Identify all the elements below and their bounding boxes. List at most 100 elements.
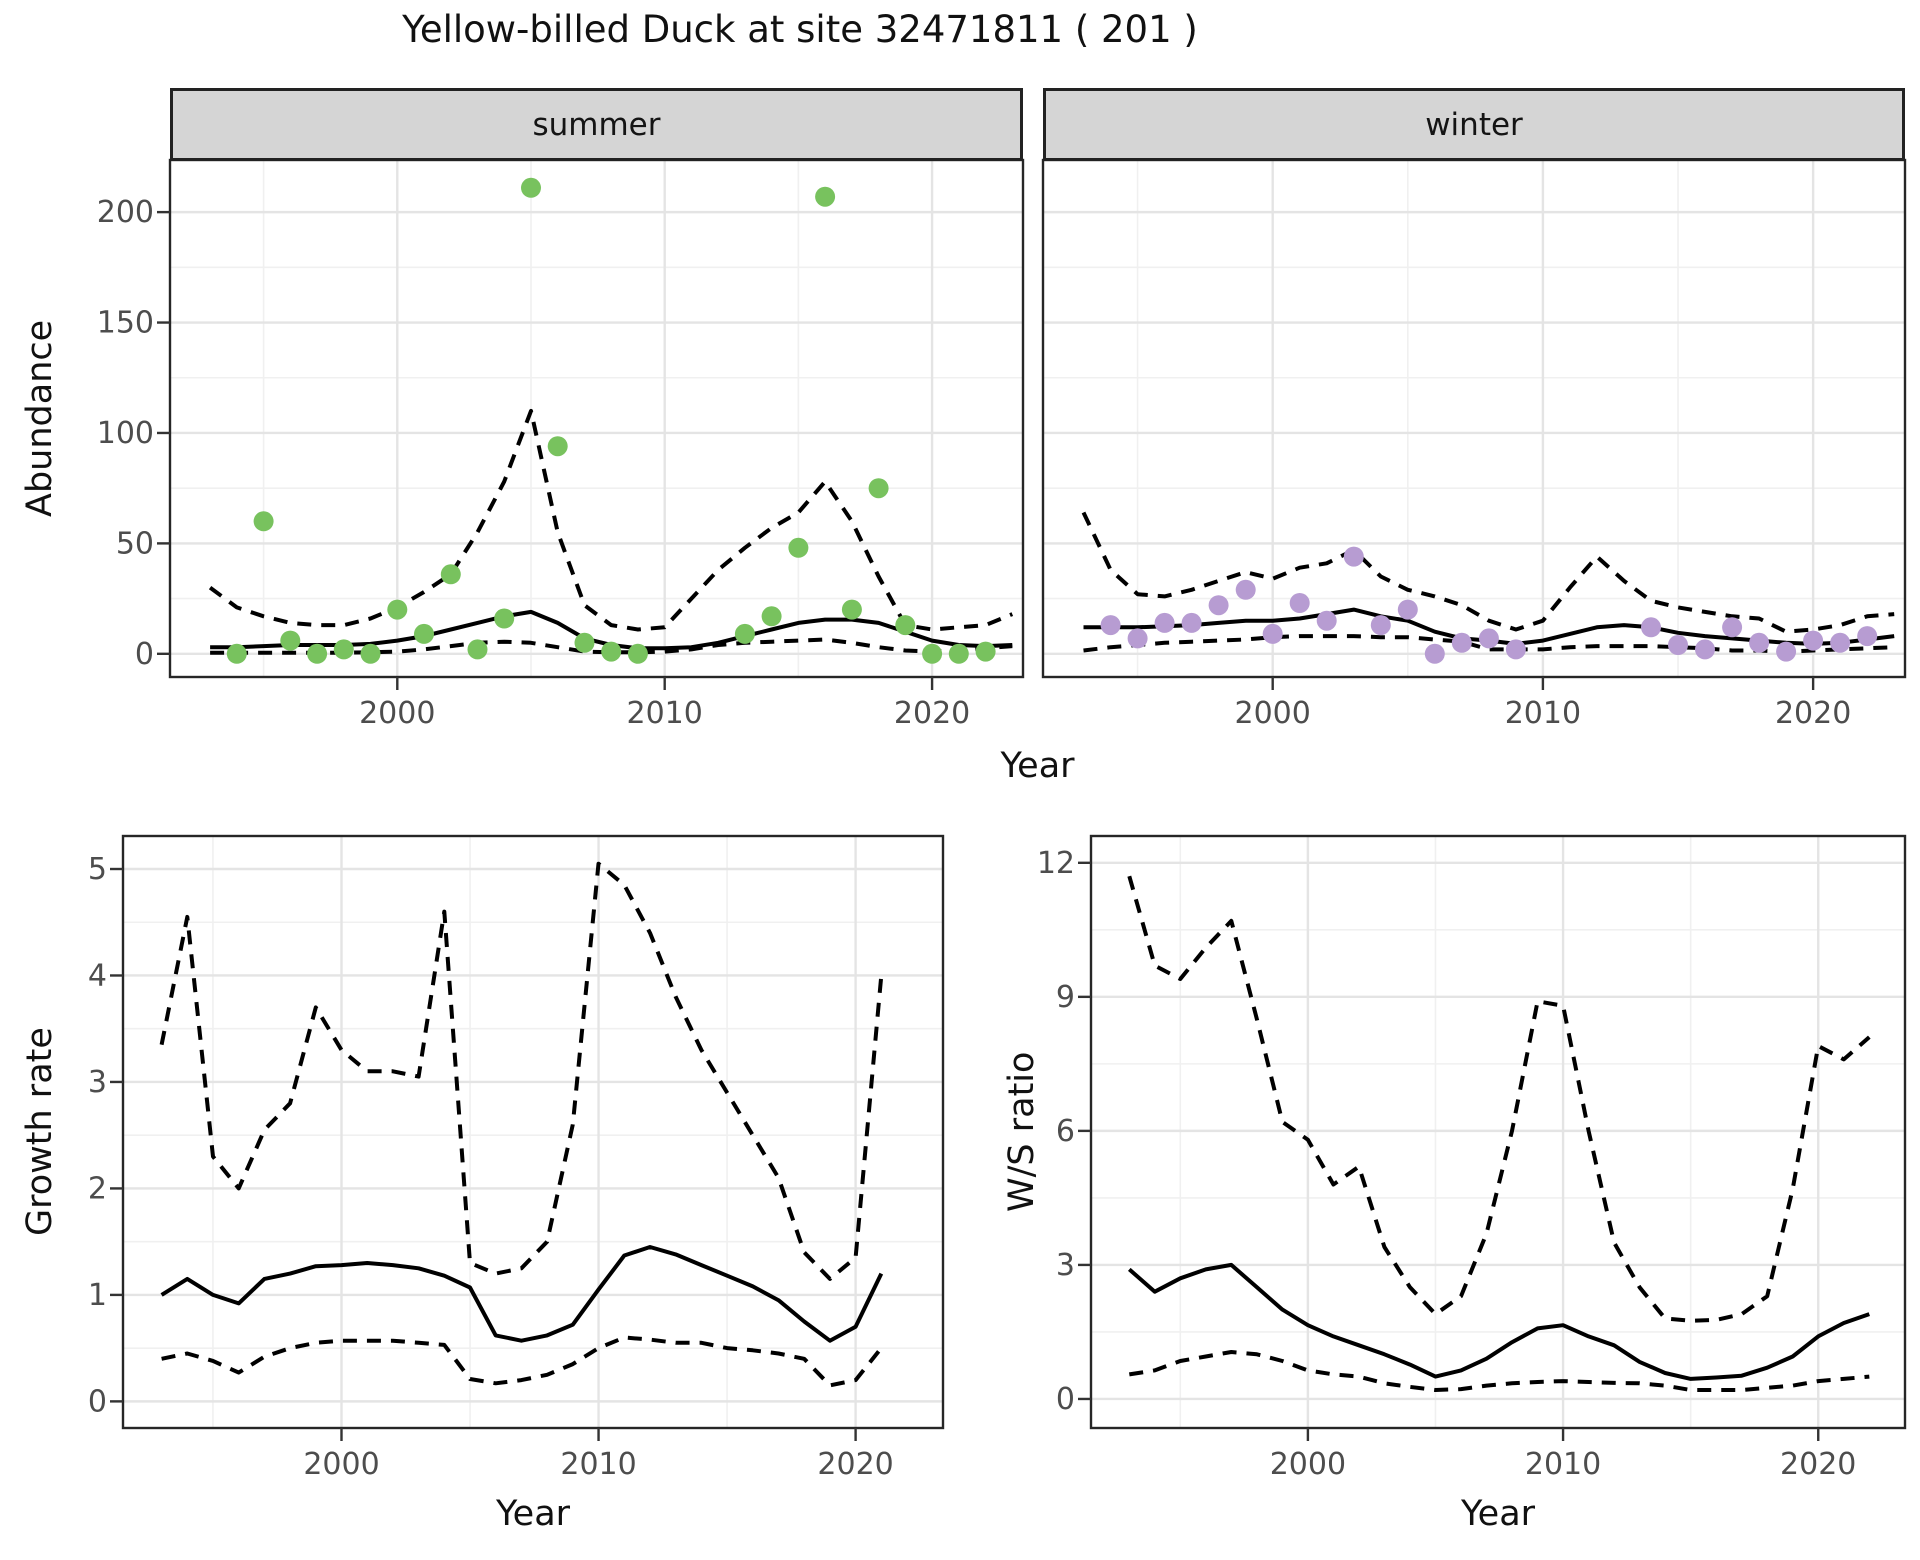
winter-data-point [1343,546,1364,567]
winter-panel-bg [1043,160,1905,677]
summer-data-point [414,623,434,644]
winter-data-point [1208,595,1229,616]
winter-data-point [1154,612,1175,633]
growth-panel-border [121,834,945,1430]
facet-strip-summer: summer [170,88,1023,161]
summer-y-tick-label: 150 [97,306,154,341]
ws-x-tick-label: 2000 [1270,1447,1346,1482]
summer-data-point [895,615,916,636]
winter-data-point [1100,615,1121,636]
winter-data-point [1127,628,1148,649]
winter-upper-ci-line [1081,511,1895,634]
growth-x-tick-label: 2020 [817,1447,893,1482]
ws-upper-ci-line [1127,875,1871,1323]
winter-x-tick-label: 2010 [1505,696,1581,731]
winter-data-point [1505,639,1526,660]
chart-title: Yellow-billed Duck at site 32471811 ( 20… [402,8,1198,51]
summer-data-point [307,643,328,664]
facet-strip-summer-label: summer [532,106,661,143]
growth-lower-ci-line [161,1335,883,1388]
y-axis-title-growth-rate: Growth rate [20,1027,60,1237]
summer-data-point [467,639,488,660]
ws-x-tick-label: 2020 [1780,1447,1856,1482]
growth-y-tick-label: 3 [88,1065,107,1100]
x-axis-title-year-growth: Year [495,1494,571,1534]
winter-data-point [1722,617,1743,638]
summer-y-tick-label: 100 [97,416,154,451]
summer-data-point [788,537,809,558]
summer-data-point [761,606,782,627]
summer-y-tick-label: 200 [97,195,154,230]
growth-mean-line [160,1245,884,1343]
ws-y-tick-label: 9 [1056,980,1075,1015]
winter-data-point [1262,623,1283,644]
winter-data-point [1749,632,1770,653]
winter-data-point [1830,632,1851,653]
winter-x-tick-label: 2020 [1775,696,1851,731]
growth-y-tick-label: 5 [88,852,107,887]
summer-panel-bg [170,160,1023,677]
summer-data-point [333,639,354,660]
winter-data-point [1289,593,1310,613]
summer-data-point [280,630,301,651]
winter-data-point [1776,641,1797,662]
winter-data-point [1478,628,1499,649]
summer-data-point [387,599,408,620]
ws-y-tick-label: 6 [1056,1114,1075,1149]
winter-data-point [1857,626,1878,647]
summer-data-point [734,623,755,644]
summer-data-point [574,632,595,653]
facet-strip-winter-label: winter [1425,106,1523,143]
summer-data-point [868,478,889,499]
growth-y-tick-label: 0 [88,1384,107,1419]
summer-data-point [360,643,381,664]
summer-upper-ci-line [208,408,1014,632]
ws-x-tick-label: 2010 [1525,1447,1601,1482]
growth-x-tick-label: 2000 [303,1447,379,1482]
summer-data-point [948,643,969,664]
winter-data-point [1316,610,1337,631]
summer-x-tick-label: 2010 [627,696,703,731]
ws-y-tick-label: 3 [1056,1248,1075,1283]
growth-y-tick-label: 2 [88,1171,107,1206]
summer-data-point [815,186,836,207]
summer-data-point [253,511,274,532]
summer-x-tick-label: 2020 [894,696,970,731]
summer-y-tick-label: 50 [116,526,154,561]
summer-x-tick-label: 2000 [359,696,435,731]
x-axis-title-year-top: Year [1000,746,1075,786]
growth-y-tick-label: 4 [88,958,107,993]
summer-data-point [547,436,568,457]
y-axis-title-ws-ratio: W/S ratio [1002,1051,1042,1213]
x-axis-title-year-ws: Year [1460,1494,1536,1534]
facet-strip-winter: winter [1043,88,1905,161]
ws-lower-ci-line [1128,1350,1870,1392]
summer-data-point [627,643,648,664]
summer-y-tick-label: 0 [135,637,154,672]
winter-x-tick-label: 2000 [1235,696,1311,731]
growth-y-tick-label: 1 [88,1278,107,1313]
summer-data-point [601,641,622,662]
winter-data-point [1181,612,1202,633]
summer-data-point [975,641,996,662]
winter-data-point [1668,635,1688,655]
winter-data-point [1424,643,1445,664]
summer-data-point [226,643,247,664]
summer-data-point [841,599,862,620]
winter-data-point [1451,632,1472,653]
winter-data-point [1370,615,1391,636]
ws-mean-line [1127,1262,1870,1381]
winter-data-point [1397,599,1418,620]
growth-panel-bg [123,836,943,1428]
winter-data-point [1803,630,1824,651]
growth-upper-ci-line [159,861,884,1281]
winter-data-point [1695,639,1715,660]
summer-data-point [440,564,461,585]
growth-x-tick-label: 2010 [560,1447,636,1482]
y-axis-title-abundance: Abundance [20,319,60,518]
summer-data-point [494,608,515,629]
winter-data-point [1235,579,1256,600]
summer-data-point [922,643,943,664]
